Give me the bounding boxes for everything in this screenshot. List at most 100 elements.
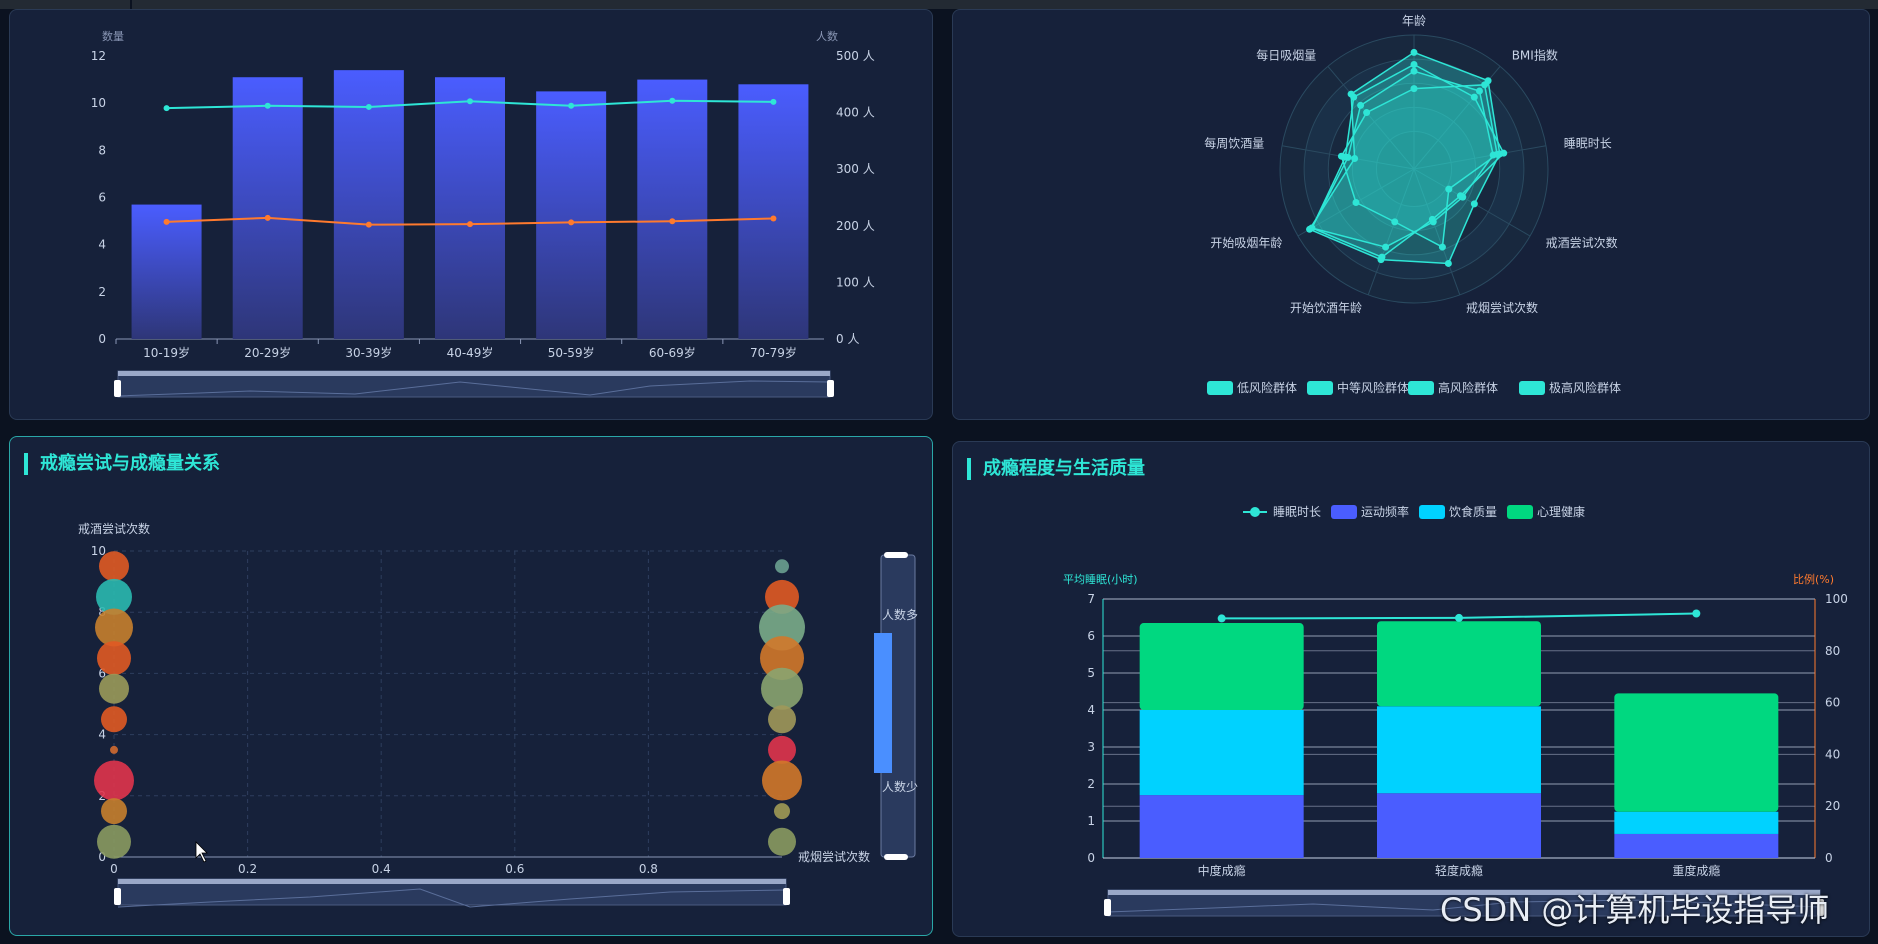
radar-indicator-label: 年龄	[1402, 14, 1426, 28]
scatter-point	[759, 604, 805, 651]
scatter-point	[765, 579, 799, 614]
data-zoom-handle-right[interactable]	[827, 380, 834, 397]
legend-label: 低风险群体	[1237, 380, 1297, 395]
y-right-tick-label: 0 人	[836, 332, 859, 346]
radar-point	[1351, 155, 1359, 163]
stacked-bar-segment	[1614, 833, 1779, 858]
radar-point	[1382, 243, 1390, 251]
radar-series-area	[1310, 63, 1505, 259]
legend-swatch[interactable]	[1331, 505, 1357, 519]
legend-swatch[interactable]	[1419, 505, 1445, 519]
radar-point	[1470, 200, 1478, 208]
legend-label: 极高风险群体	[1549, 380, 1621, 395]
visual-map-handle-bottom[interactable]	[884, 854, 908, 860]
x-tick-label: 轻度成瘾	[1435, 863, 1483, 878]
scatter-point	[768, 827, 796, 856]
radar-point	[1308, 224, 1316, 232]
scatter-point	[760, 636, 804, 681]
scatter-point	[96, 578, 132, 615]
legend-label: 心理健康	[1537, 504, 1585, 519]
y-right-tick-label: 500 人	[836, 49, 875, 63]
radar-point	[1357, 101, 1365, 109]
legend-swatch[interactable]	[1207, 381, 1233, 395]
radar-point	[1493, 150, 1501, 158]
scatter-point	[761, 667, 803, 710]
watermark: CSDN @计算机毕设指导师	[1440, 891, 1830, 929]
scatter-point	[97, 824, 131, 859]
data-zoom-handle-left[interactable]	[1104, 899, 1111, 916]
radar-point	[1410, 85, 1418, 93]
y-tick-label: 0	[98, 850, 106, 864]
radar-series-area	[1340, 84, 1498, 249]
data-zoom-bar[interactable]	[118, 879, 786, 884]
data-zoom-handle-right[interactable]	[783, 888, 790, 905]
visual-map-range-bar	[874, 633, 892, 773]
top-strip	[0, 0, 1878, 9]
risk-radar-panel: 年龄 BMI指数 睡眠时长 戒酒尝试次数 戒烟尝试次数 开始饮酒年龄 开始吸烟年龄 每周饮酒量…	[952, 9, 1870, 420]
legend-label: 运动频率	[1361, 504, 1409, 519]
orange-series-point	[264, 214, 271, 221]
legend-swatch[interactable]	[1307, 381, 1333, 395]
x-tick-label: 30-39岁	[345, 345, 392, 360]
radar-indicator-label: 每日吸烟量	[1256, 48, 1316, 63]
y-left-tick-label: 4	[1087, 703, 1095, 717]
y-tick-label: 6	[98, 666, 106, 680]
x-tick-label: 10-19岁	[143, 345, 190, 360]
radar-point	[1428, 215, 1436, 223]
radar-indicator-label: 开始饮酒年龄	[1290, 301, 1362, 315]
age-distribution-panel: 数量 人数 0 2 4 6 8 10 12 0 人 100 人 200 人 300 人 400 人 500 …	[9, 9, 933, 420]
data-zoom-bar[interactable]	[1108, 890, 1820, 895]
radar-point	[1444, 259, 1452, 267]
scatter-point	[101, 798, 127, 825]
data-zoom-handle-left[interactable]	[114, 380, 121, 397]
data-zoom-preview	[117, 888, 787, 908]
data-zoom-preview	[117, 380, 831, 397]
orange-series-point	[163, 218, 170, 225]
y-right-tick-label: 300 人	[836, 162, 875, 176]
scatter-point	[101, 706, 127, 733]
x-tick-label: 重度成瘾	[1672, 863, 1720, 878]
y-axis-right-label: 人数	[816, 30, 838, 43]
panel-title: 成瘾程度与生活质量	[967, 458, 1145, 480]
data-zoom-bar[interactable]	[118, 371, 830, 376]
orange-series-point	[669, 218, 676, 225]
legend-swatch[interactable]	[1408, 381, 1434, 395]
y-right-tick-label: 60	[1825, 696, 1840, 710]
data-zoom-handle-left[interactable]	[114, 888, 121, 905]
y-axis-label: 戒酒尝试次数	[78, 521, 150, 536]
radar-point	[1500, 149, 1508, 157]
scatter-point	[99, 673, 129, 704]
scatter-point	[762, 760, 802, 801]
data-zoom-handle-right[interactable]	[1817, 899, 1824, 916]
top-strip-separator	[130, 0, 132, 9]
radar-point	[1438, 243, 1446, 251]
y-left-tick-label: 2	[1087, 777, 1095, 791]
y-right-tick-label: 100	[1825, 592, 1848, 606]
y-tick-label: 10	[91, 544, 106, 558]
x-tick-label: 0.2	[238, 862, 257, 876]
visual-map-handle-top[interactable]	[884, 552, 908, 558]
scatter-point	[97, 641, 131, 676]
bar	[232, 77, 303, 339]
y-left-tick-label: 0	[98, 332, 106, 346]
scatter-point	[768, 705, 796, 734]
legend-label: 高风险群体	[1438, 380, 1498, 395]
legend-swatch[interactable]	[1519, 381, 1545, 395]
mouse-cursor	[195, 841, 208, 863]
x-tick-label: 70-79岁	[750, 345, 797, 360]
bar	[435, 77, 505, 339]
radar-point	[1391, 218, 1399, 226]
radar-point	[1341, 153, 1349, 161]
y-right-tick-label: 40	[1825, 747, 1840, 761]
orange-series-point	[568, 219, 575, 226]
scatter-point	[774, 803, 790, 820]
legend-swatch-marker[interactable]	[1250, 507, 1260, 517]
legend-swatch[interactable]	[1507, 505, 1533, 519]
legend-label: 中等风险群体	[1337, 380, 1409, 395]
orange-series-point	[770, 215, 777, 222]
y-left-tick-label: 5	[1087, 666, 1095, 680]
scatter-point	[95, 608, 133, 647]
